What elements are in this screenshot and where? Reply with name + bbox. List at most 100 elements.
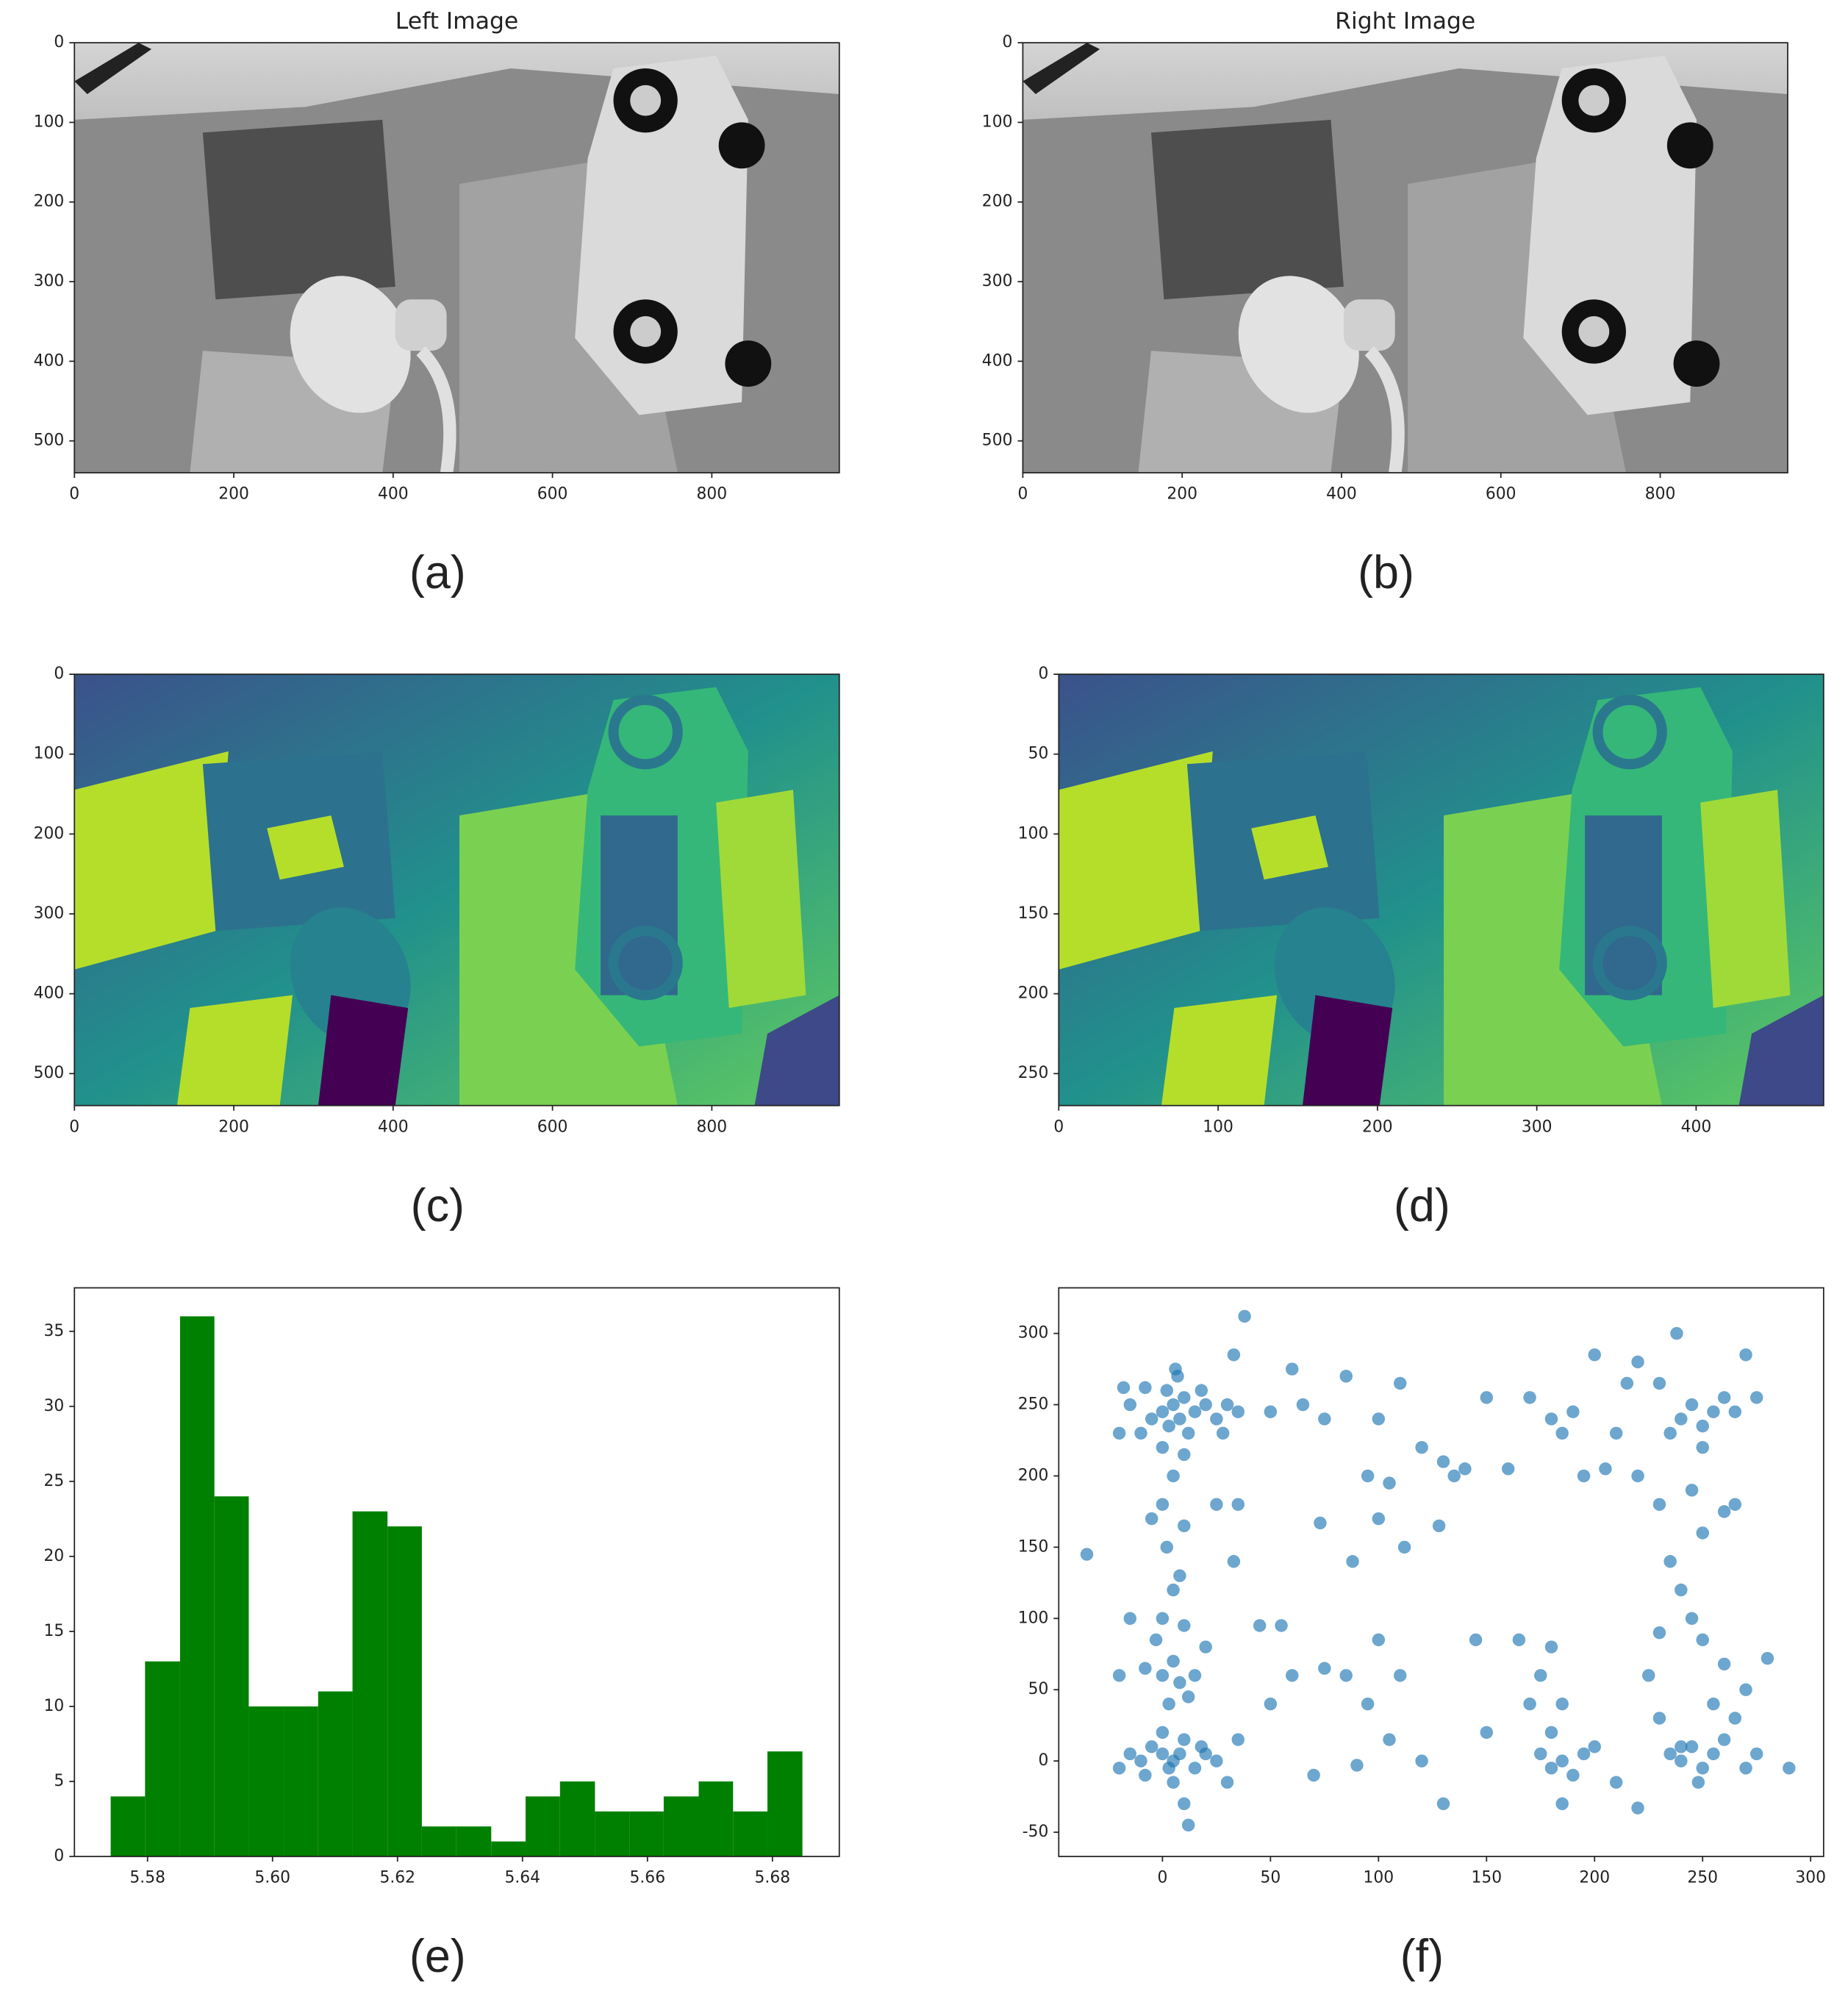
scatter-point — [1577, 1469, 1591, 1483]
scatter-point — [1139, 1768, 1152, 1782]
x-tick-label: 0 — [1053, 1118, 1064, 1136]
scatter-point — [1178, 1619, 1191, 1632]
y-tick-label: 200 — [982, 193, 1013, 211]
scatter-point — [1544, 1640, 1558, 1654]
scatter-point — [1415, 1440, 1428, 1454]
scatter-point — [1156, 1405, 1170, 1418]
scatter-point — [1195, 1740, 1208, 1754]
y-tick-label: 30 — [44, 1397, 65, 1415]
scatter-point — [1231, 1498, 1245, 1511]
x-tick-label: 50 — [1260, 1869, 1281, 1887]
scatter-point — [1314, 1516, 1327, 1530]
y-tick-label: 10 — [44, 1697, 65, 1715]
y-tick-label: 100 — [982, 112, 1013, 131]
scatter-point — [1534, 1669, 1547, 1682]
x-tick-label: 600 — [1486, 485, 1516, 504]
hist-bar — [559, 1781, 595, 1856]
scatter-point — [1609, 1426, 1623, 1440]
scatter-point — [1123, 1747, 1137, 1761]
scatter-point — [1123, 1398, 1137, 1412]
scatter-point — [1167, 1654, 1180, 1668]
y-tick-label: 300 — [34, 272, 65, 290]
y-tick-label: 100 — [34, 745, 65, 763]
scatter-point — [1112, 1426, 1126, 1440]
hist-bar — [456, 1826, 492, 1856]
scatter-point — [1286, 1362, 1299, 1376]
scatter-point — [1178, 1391, 1191, 1404]
scatter-point — [1447, 1469, 1461, 1483]
scatter-point — [1685, 1612, 1699, 1626]
scatter-point — [1167, 1469, 1180, 1483]
y-tick-label: 300 — [982, 272, 1013, 290]
y-tick-label: 5 — [54, 1772, 64, 1790]
hist-bar — [387, 1526, 422, 1856]
y-tick-label: 250 — [1018, 1395, 1049, 1414]
x-tick-label: 200 — [1362, 1118, 1393, 1136]
y-tick-label: 200 — [1018, 984, 1049, 1003]
scatter-point — [1178, 1797, 1191, 1811]
scatter-point — [1275, 1619, 1288, 1632]
x-tick-label: 5.58 — [129, 1869, 165, 1887]
scatter-point — [1080, 1548, 1094, 1561]
scatter-point — [1631, 1355, 1644, 1369]
scatter-point — [1167, 1776, 1180, 1789]
scatter-point — [1480, 1726, 1494, 1740]
scatter-point — [1469, 1633, 1483, 1647]
axes-frame — [74, 1287, 840, 1857]
scatter-point — [1227, 1555, 1241, 1568]
y-tick-label: 50 — [1028, 745, 1049, 763]
x-tick-label: 600 — [537, 485, 568, 504]
scatter-point — [1318, 1412, 1331, 1426]
x-tick-label: 5.62 — [379, 1869, 415, 1887]
scatter-point — [1156, 1612, 1170, 1626]
panel-title: Right Image — [1335, 8, 1475, 35]
scatter-point — [1696, 1419, 1709, 1433]
scatter-point — [1181, 1818, 1195, 1832]
panel-caption: (c) — [411, 1180, 465, 1232]
scatter-point — [1216, 1426, 1230, 1440]
y-tick-label: 150 — [1018, 904, 1049, 923]
scatter-point — [1139, 1662, 1152, 1675]
scatter-point — [1696, 1762, 1709, 1775]
hist-bar — [179, 1316, 215, 1856]
y-tick-label: 0 — [1003, 33, 1013, 51]
hist-bar — [248, 1706, 284, 1856]
panel-caption: (a) — [409, 547, 466, 598]
scatter-point — [1783, 1762, 1796, 1775]
scatter-point — [1238, 1309, 1251, 1323]
y-tick-label: 500 — [982, 432, 1013, 450]
y-tick-label: 35 — [44, 1322, 65, 1340]
scatter-point — [1383, 1476, 1396, 1490]
scatter-point — [1231, 1405, 1245, 1418]
feature-map-right — [1059, 674, 1824, 1106]
scatter-point — [1577, 1747, 1591, 1761]
x-tick-label: 200 — [1167, 485, 1197, 504]
x-tick-label: 800 — [697, 485, 728, 504]
y-tick-label: 100 — [1018, 1609, 1049, 1627]
hist-bar — [318, 1691, 353, 1856]
hist-bar — [733, 1811, 768, 1856]
scatter-point — [1346, 1555, 1359, 1568]
scatter-point — [1372, 1633, 1386, 1647]
scatter-point — [1173, 1747, 1186, 1761]
scatter-point — [1117, 1381, 1131, 1395]
scatter-point — [1707, 1747, 1720, 1761]
scatter-point — [1675, 1740, 1688, 1754]
scatter-point — [1372, 1412, 1386, 1426]
y-tick-label: 0 — [54, 665, 64, 683]
x-tick-label: 100 — [1203, 1118, 1233, 1136]
scatter-point — [1761, 1651, 1774, 1665]
y-tick-label: 400 — [34, 351, 65, 370]
x-tick-label: 200 — [1579, 1869, 1610, 1887]
scatter-point — [1675, 1754, 1688, 1767]
x-tick-label: 200 — [218, 1118, 249, 1136]
x-tick-label: 300 — [1522, 1118, 1552, 1136]
scatter-point — [1139, 1381, 1152, 1395]
y-tick-label: 200 — [34, 193, 65, 211]
y-tick-label: 0 — [54, 33, 64, 51]
scatter-point — [1652, 1712, 1666, 1725]
y-tick-label: 25 — [44, 1472, 65, 1490]
scatter-point — [1739, 1762, 1752, 1775]
scatter-point — [1162, 1419, 1175, 1433]
scatter-point — [1123, 1612, 1137, 1626]
